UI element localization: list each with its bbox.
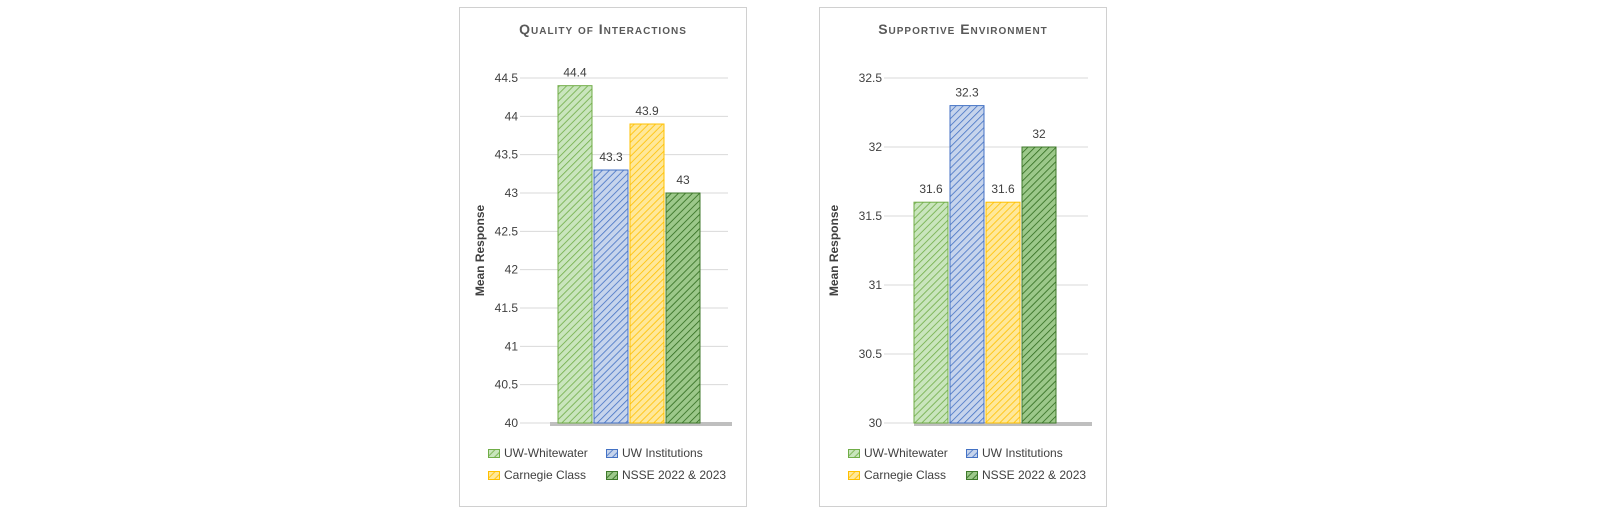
legend-item: UW Institutions	[606, 446, 736, 460]
y-axis-label: Mean Response	[827, 204, 841, 296]
legend-swatch	[606, 448, 618, 458]
chart-plot: 40 40.5 41 41.5 42 42.5 43 43.5 44 44.5 Mean Respo…	[473, 66, 732, 430]
legend-item: UW Institutions	[966, 446, 1096, 460]
chart-panel-quality-of-interactions: Quality of Interactions 40 40.5 41 41.5 42 42…	[459, 7, 747, 507]
chart-title: Supportive Environment	[878, 21, 1048, 37]
bar-uw-institutions	[593, 169, 629, 424]
y-tick-label: 43	[505, 186, 519, 200]
y-tick-label: 40.5	[495, 378, 519, 392]
legend-item: Carnegie Class	[848, 468, 966, 482]
y-tick-label: 31	[869, 278, 883, 292]
legend-label: UW Institutions	[622, 446, 703, 460]
legend-swatch	[848, 448, 860, 458]
data-label: 44.4	[563, 66, 587, 80]
bar-nsse-2022-2023	[1021, 146, 1057, 424]
bar-uw-institutions	[949, 105, 985, 424]
legend-label: Carnegie Class	[864, 468, 947, 482]
chart-plot: 30 30.5 31 31.5 32 32.5 Mean Response 31.6 32.3 3…	[827, 71, 1092, 430]
legend-swatch	[488, 448, 500, 458]
bar-nsse-2022-2023	[665, 192, 701, 424]
legend-label: UW-Whitewater	[864, 446, 948, 460]
chart-floor	[914, 422, 1092, 426]
chart-title: Quality of Interactions	[519, 21, 687, 37]
legend-swatch	[966, 448, 978, 458]
legend-item: NSSE 2022 & 2023	[966, 468, 1096, 482]
y-tick-label: 44	[505, 109, 519, 123]
legend-swatch	[966, 470, 978, 480]
legend-swatch	[488, 470, 500, 480]
y-tick-label: 40	[505, 416, 519, 430]
y-tick-label: 42.5	[495, 224, 519, 238]
legend-item: UW-Whitewater	[488, 446, 606, 460]
y-tick-label: 41	[505, 339, 519, 353]
bar-carnegie-class	[629, 123, 665, 424]
legend-swatch	[848, 470, 860, 480]
legend-label: UW-Whitewater	[504, 446, 588, 460]
bar-carnegie-class	[985, 201, 1021, 424]
legend-label: NSSE 2022 & 2023	[982, 468, 1087, 482]
chart-floor	[550, 422, 732, 426]
bar-uw-whitewater	[557, 85, 593, 424]
y-tick-label: 32.5	[859, 71, 883, 85]
y-tick-label: 32	[869, 140, 883, 154]
y-tick-label: 43.5	[495, 148, 519, 162]
legend-label: Carnegie Class	[504, 468, 587, 482]
y-axis-label: Mean Response	[473, 204, 487, 296]
legend-item: NSSE 2022 & 2023	[606, 468, 736, 482]
data-label: 43.3	[599, 150, 623, 164]
data-label: 32	[1032, 127, 1046, 141]
data-label: 43	[676, 173, 690, 187]
y-tick-label: 31.5	[859, 209, 883, 223]
data-label: 31.6	[919, 182, 943, 196]
bar-uw-whitewater	[913, 201, 949, 424]
legend-item: Carnegie Class	[488, 468, 606, 482]
legend-item: UW-Whitewater	[848, 446, 966, 460]
y-tick-label: 30	[869, 416, 883, 430]
data-label: 32.3	[955, 86, 979, 100]
data-label: 31.6	[991, 182, 1015, 196]
chart-legend: UW-Whitewater UW Institutions Carnegie Cla…	[848, 446, 1098, 482]
chart-legend: UW-Whitewater UW Institutions Carnegie Cla…	[488, 446, 738, 482]
y-tick-label: 42	[505, 263, 519, 277]
legend-label: NSSE 2022 & 2023	[622, 468, 727, 482]
legend-label: UW Institutions	[982, 446, 1063, 460]
chart-panel-supportive-environment: Supportive Environment 30 30.5 31 31.5 32 32.…	[819, 7, 1107, 507]
legend-swatch	[606, 470, 618, 480]
data-label: 43.9	[635, 104, 659, 118]
y-tick-label: 44.5	[495, 71, 519, 85]
y-tick-label: 41.5	[495, 301, 519, 315]
y-tick-label: 30.5	[859, 347, 883, 361]
